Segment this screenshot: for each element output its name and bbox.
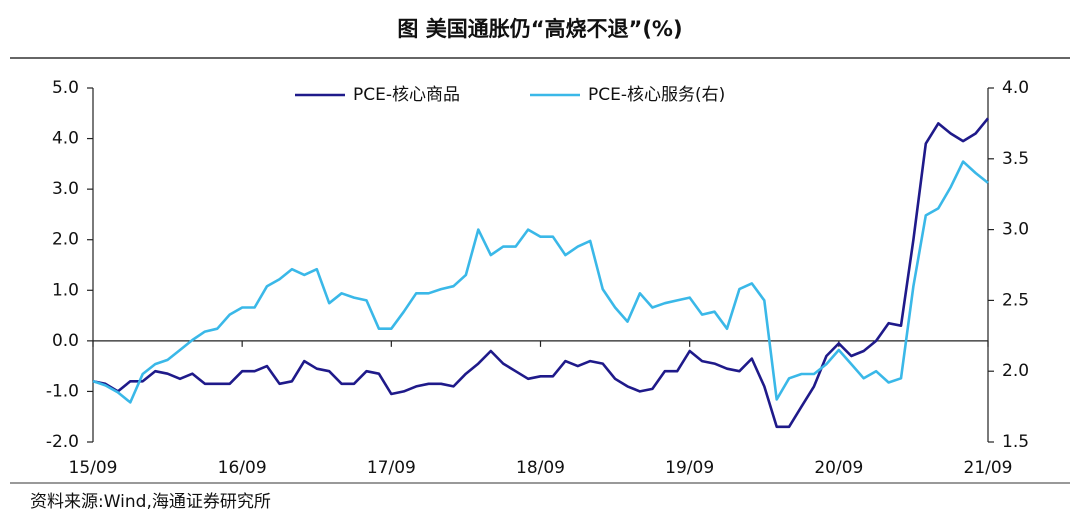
y-tick-label: -2.0 xyxy=(46,432,79,452)
chart-title: 图 美国通胀仍“高烧不退”(%) xyxy=(397,17,682,41)
y-tick-label: -1.0 xyxy=(46,381,79,401)
y-tick-label: 5.0 xyxy=(52,78,79,98)
y2-tick-label: 3.0 xyxy=(1002,220,1029,240)
y2-tick-label: 3.5 xyxy=(1002,149,1029,169)
y2-tick-label: 1.5 xyxy=(1002,432,1029,452)
x-tick-label: 18/09 xyxy=(516,458,565,478)
series-line xyxy=(92,160,989,404)
x-tick-label: 21/09 xyxy=(964,458,1013,478)
legend-label: PCE-核心商品 xyxy=(353,85,460,105)
y2-tick-label: 4.0 xyxy=(1002,78,1029,98)
x-tick-label: 20/09 xyxy=(814,458,863,478)
y2-tick-label: 2.0 xyxy=(1002,361,1029,381)
x-tick-label: 19/09 xyxy=(665,458,714,478)
y-tick-label: 3.0 xyxy=(52,179,79,199)
y-tick-label: 4.0 xyxy=(52,129,79,149)
x-tick-label: 17/09 xyxy=(367,458,416,478)
source-note: 资料来源:Wind,海通证券研究所 xyxy=(30,492,271,512)
series-line xyxy=(92,117,990,429)
y2-tick-label: 2.5 xyxy=(1002,290,1029,310)
x-tick-label: 16/09 xyxy=(218,458,267,478)
y-tick-label: 0.0 xyxy=(52,331,79,351)
y-tick-label: 1.0 xyxy=(52,280,79,300)
y-tick-label: 2.0 xyxy=(52,230,79,250)
x-tick-label: 15/09 xyxy=(69,458,118,478)
legend-label: PCE-核心服务(右) xyxy=(588,85,725,105)
